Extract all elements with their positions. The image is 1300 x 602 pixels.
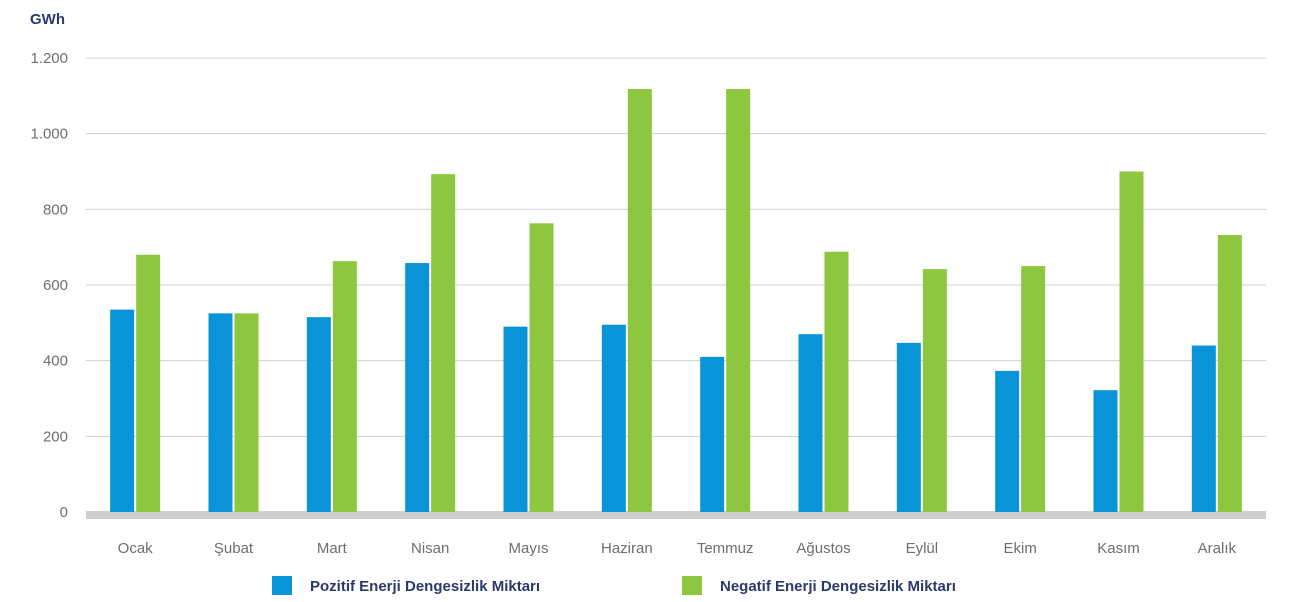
bar-pozitif-6: [601, 324, 626, 512]
x-category-label: Aralık: [1198, 540, 1237, 557]
bar-negatif-11: [1119, 171, 1144, 512]
legend-label: Pozitif Enerji Dengesizlik Miktarı: [310, 578, 540, 595]
bar-negatif-10: [1021, 266, 1046, 512]
y-tick-label: 1.200: [30, 50, 68, 67]
bar-pozitif-12: [1191, 345, 1216, 512]
bar-negatif-2: [234, 313, 259, 512]
bar-pozitif-5: [503, 326, 528, 512]
bar-pozitif-4: [405, 263, 430, 512]
x-category-label: Eylül: [906, 540, 939, 557]
bar-pozitif-11: [1093, 390, 1118, 512]
bar-pozitif-9: [896, 342, 921, 512]
bars: [110, 89, 1242, 513]
y-tick-label: 800: [43, 201, 68, 218]
bar-negatif-12: [1217, 235, 1242, 512]
y-tick-label: 1.000: [30, 126, 68, 143]
gridlines: [86, 57, 1266, 519]
x-category-label: Temmuz: [697, 540, 754, 557]
y-tick-label: 400: [43, 353, 68, 370]
bar-negatif-5: [529, 223, 554, 512]
bar-negatif-9: [922, 269, 947, 512]
bar-pozitif-2: [208, 313, 233, 512]
x-category-label: Ağustos: [796, 540, 850, 557]
y-tick-label: 0: [60, 504, 68, 521]
x-category-label: Mayıs: [508, 540, 548, 557]
bar-negatif-8: [824, 251, 849, 512]
bar-negatif-1: [136, 254, 161, 512]
y-axis-unit-label: GWh: [30, 11, 65, 28]
bar-pozitif-1: [110, 309, 135, 512]
bar-pozitif-10: [995, 370, 1020, 512]
y-axis-ticks: 0 200 400 600 800 1.000 1.200: [30, 50, 68, 521]
bar-negatif-7: [726, 89, 751, 513]
x-category-label: Ekim: [1003, 540, 1036, 557]
x-category-label: Şubat: [214, 540, 254, 557]
x-category-label: Mart: [317, 540, 348, 557]
bar-negatif-4: [431, 174, 456, 513]
bar-pozitif-7: [700, 356, 725, 512]
bar-negatif-6: [627, 89, 652, 513]
bar-pozitif-3: [306, 317, 331, 512]
legend: Pozitif Enerji Dengesizlik Miktarı Negati…: [272, 576, 956, 595]
legend-label: Negatif Enerji Dengesizlik Miktarı: [720, 578, 956, 595]
x-axis-baseline: [86, 511, 1266, 519]
bar-negatif-3: [332, 261, 357, 512]
legend-swatch: [272, 576, 292, 595]
legend-swatch: [682, 576, 702, 595]
x-category-label: Nisan: [411, 540, 449, 557]
y-tick-label: 200: [43, 428, 68, 445]
y-tick-label: 600: [43, 277, 68, 294]
bar-pozitif-8: [798, 334, 823, 512]
x-axis-categories: Ocak Şubat Mart Nisan Mayıs Haziran Temmuz Ağus…: [118, 540, 1237, 557]
x-category-label: Haziran: [601, 540, 653, 557]
x-category-label: Ocak: [118, 540, 154, 557]
x-category-label: Kasım: [1097, 540, 1140, 557]
